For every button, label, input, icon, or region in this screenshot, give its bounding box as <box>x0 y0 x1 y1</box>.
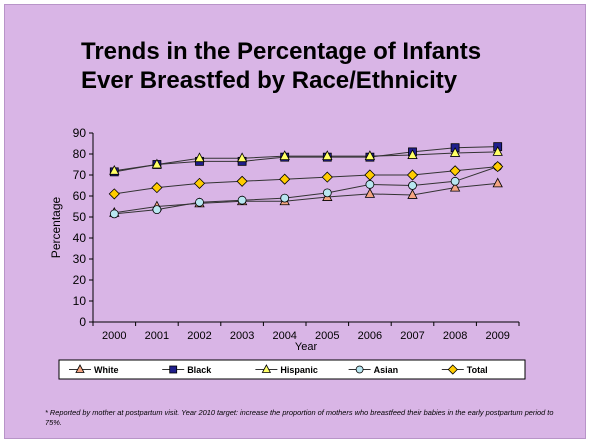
point-white <box>449 181 461 192</box>
y-axis-label: Percentage <box>49 196 63 258</box>
point-hispanic <box>407 149 418 159</box>
point-total <box>151 182 163 194</box>
series-line-asian <box>114 166 498 215</box>
point-asian <box>152 205 162 215</box>
point-asian <box>109 209 119 219</box>
y-tick-label: 10 <box>73 294 87 308</box>
point-total <box>321 171 333 183</box>
legend-marker-black <box>169 365 178 374</box>
title-line-1: Trends in the Percentage of Infants <box>81 38 482 65</box>
point-white <box>407 189 418 199</box>
legend-label-total: Total <box>467 365 488 375</box>
x-tick-label: 2002 <box>187 330 211 342</box>
point-hispanic <box>151 158 163 169</box>
point-total <box>449 165 461 177</box>
point-hispanic <box>322 150 333 161</box>
legend-label-asian: Asian <box>374 365 399 375</box>
series-line-total <box>114 166 498 195</box>
point-asian <box>322 188 332 198</box>
y-tick-label: 50 <box>73 210 87 224</box>
point-total <box>236 175 248 187</box>
line-chart: 0 10 20 30 40 50 60 70 80 90 2000 2001 2002 2003 2004 2… <box>49 126 526 380</box>
legend-label-white: White <box>94 365 119 375</box>
point-total <box>279 173 291 185</box>
y-tick-label: 40 <box>73 231 87 245</box>
y-tick-label: 60 <box>73 189 87 203</box>
title-line-2: Ever Breastfed by Race/Ethnicity <box>81 67 458 94</box>
point-hispanic <box>279 150 290 161</box>
point-asian <box>195 197 204 207</box>
y-tick-label: 70 <box>73 168 87 182</box>
series-line-black <box>114 146 498 173</box>
point-hispanic <box>492 146 503 156</box>
y-tick-label: 90 <box>73 126 87 140</box>
x-tick-label: 2003 <box>230 330 254 342</box>
x-tick-label: 2006 <box>358 330 382 342</box>
point-total <box>193 177 206 189</box>
series-line-hispanic <box>114 151 498 172</box>
y-tick-label: 0 <box>79 315 86 329</box>
legend-marker-white <box>75 364 85 373</box>
x-tick-label: 2001 <box>145 330 169 342</box>
legend-marker-total <box>447 364 458 375</box>
legend <box>58 359 526 380</box>
point-asian <box>237 195 247 205</box>
point-total <box>492 161 504 173</box>
point-asian <box>408 181 417 190</box>
point-total <box>406 169 419 181</box>
point-hispanic <box>449 147 461 157</box>
legend-label-hispanic: Hispanic <box>280 365 318 375</box>
slide-title: Trends in the Percentage of Infants Ever… <box>81 37 551 95</box>
x-axis-label: Year <box>295 341 318 353</box>
x-tick-label: 2007 <box>400 330 424 342</box>
point-hispanic <box>109 164 120 175</box>
legend-marker-hispanic <box>261 364 272 373</box>
point-asian <box>280 193 290 203</box>
point-hispanic <box>364 150 376 161</box>
slide: Trends in the Percentage of Infants Ever… <box>4 4 586 439</box>
point-hispanic <box>194 152 205 163</box>
point-total <box>108 188 120 200</box>
point-hispanic <box>236 152 248 163</box>
x-tick-label: 2008 <box>443 330 467 342</box>
y-tick-label: 80 <box>73 147 87 161</box>
x-tick-label: 2004 <box>272 330 296 342</box>
point-asian <box>365 180 375 189</box>
legend-marker-asian <box>355 365 364 374</box>
y-tick-label: 20 <box>73 273 87 287</box>
x-tick-label: 2005 <box>315 330 339 342</box>
point-total <box>364 169 376 181</box>
point-white <box>364 188 376 198</box>
legend-label-black: Black <box>187 365 212 375</box>
x-tick-label: 2000 <box>102 330 126 342</box>
point-asian <box>450 176 460 186</box>
y-tick-label: 30 <box>73 252 87 266</box>
point-white <box>492 177 503 188</box>
x-tick-label: 2009 <box>485 330 509 342</box>
footnote: * Reported by mother at postpartum visit… <box>45 408 554 427</box>
series-line-white <box>114 182 498 214</box>
